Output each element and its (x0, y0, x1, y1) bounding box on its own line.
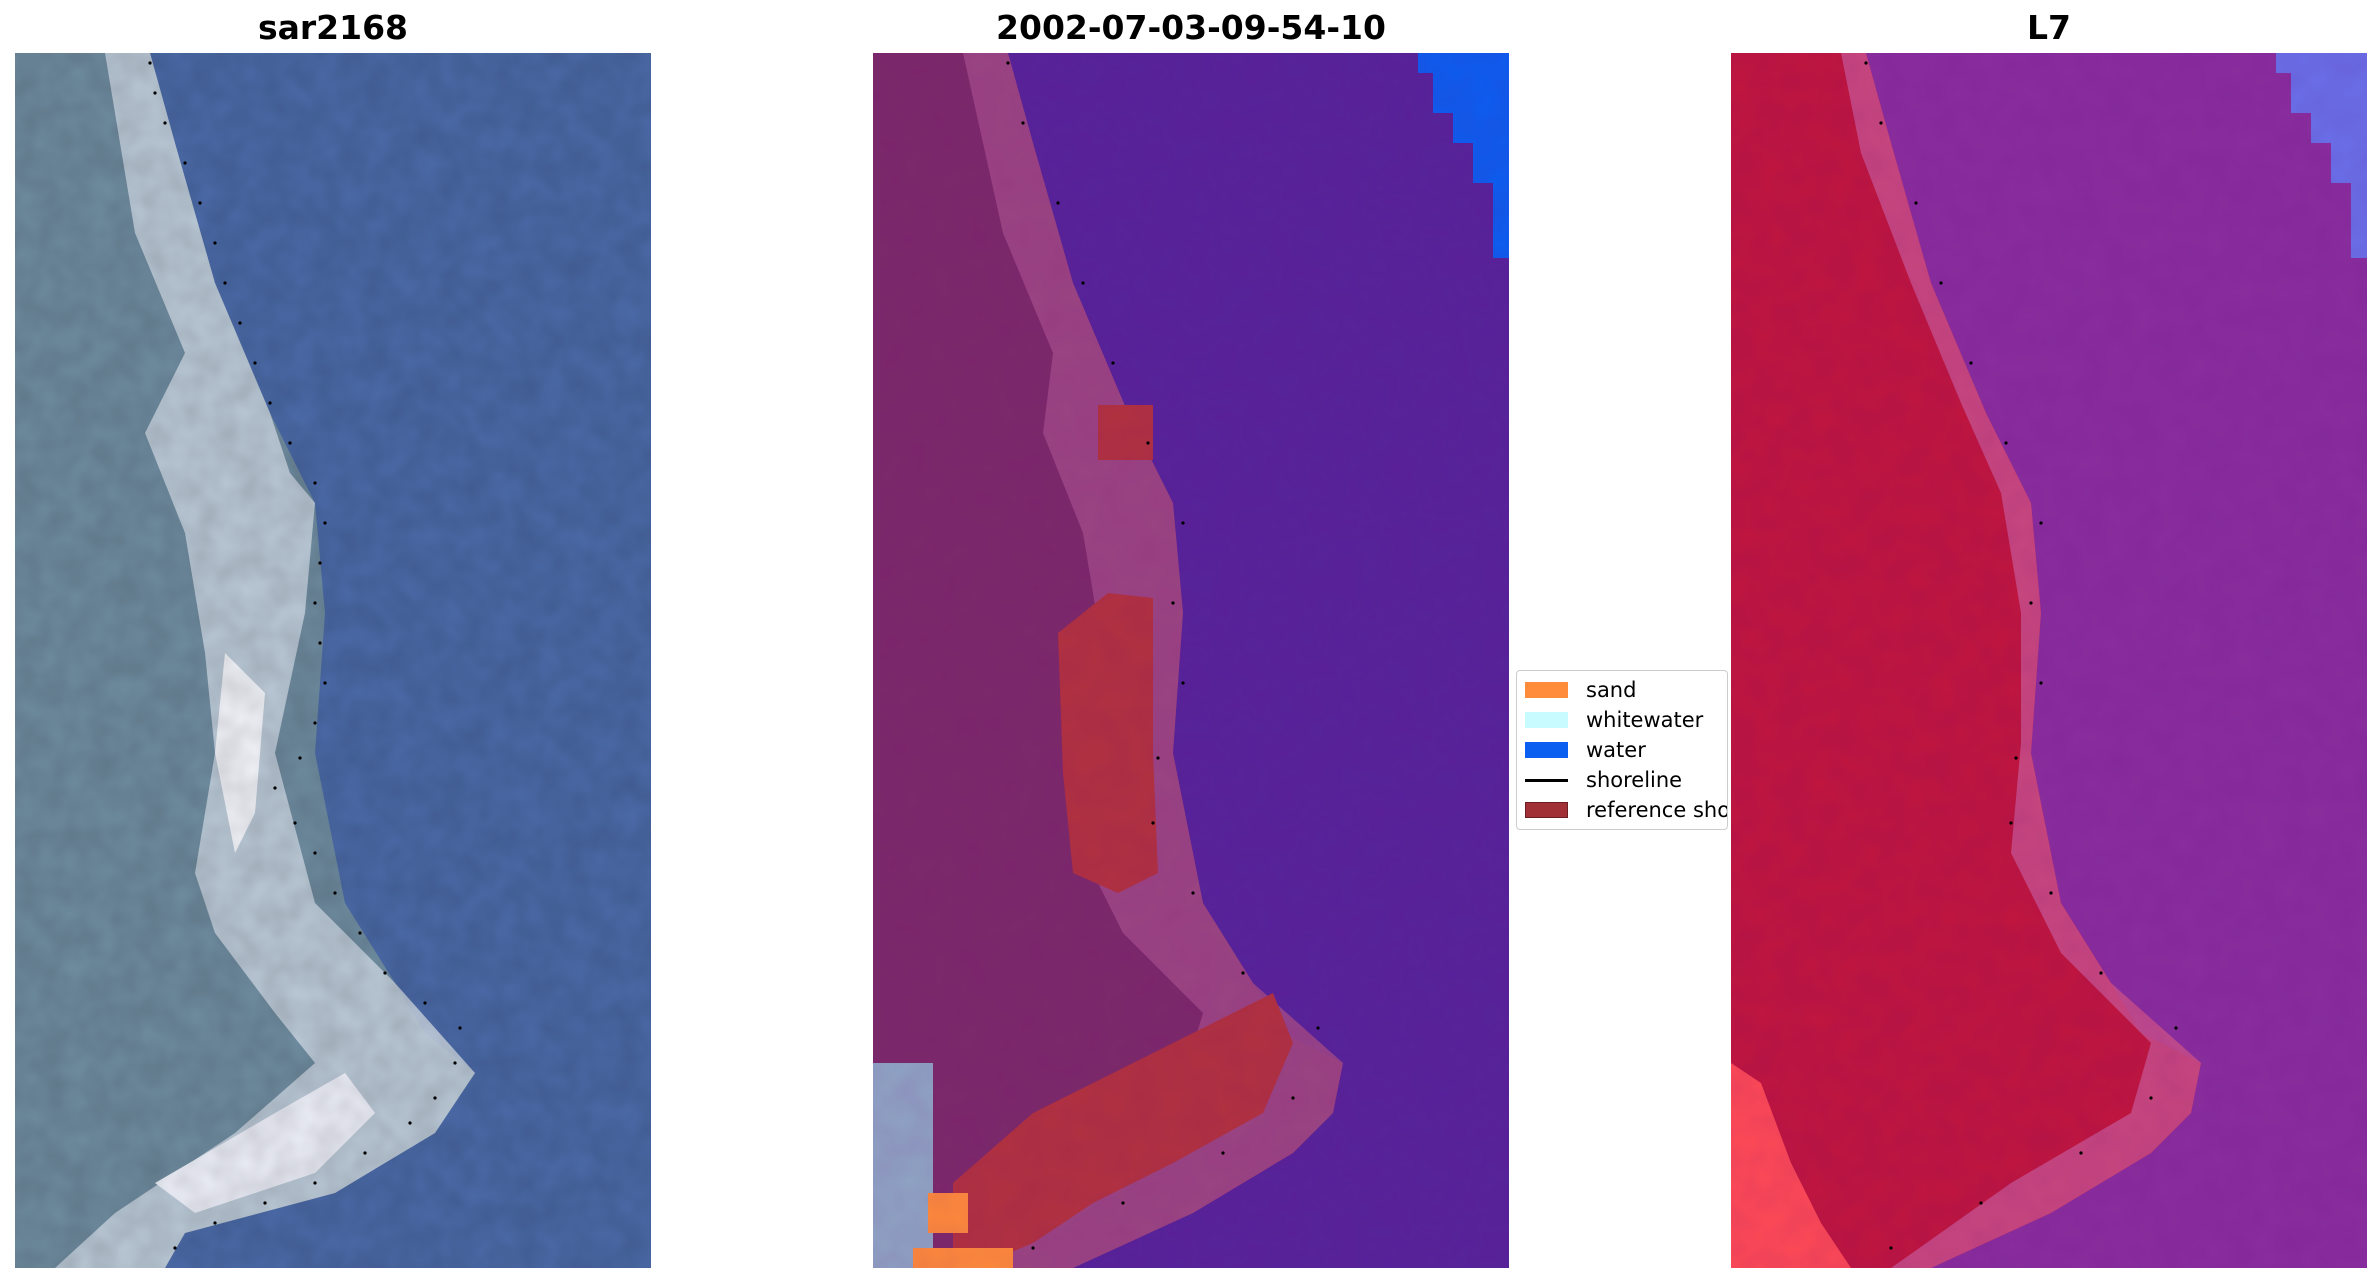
shoreline-line-swatch (1525, 778, 1568, 782)
legend-item-whitewater: whitewater (1525, 705, 1703, 735)
rgb-image (15, 53, 651, 1268)
rgb-image-panel (15, 53, 651, 1268)
legend-item-shoreline: shoreline (1525, 765, 1682, 795)
panel-title-false-color: L7 (2027, 8, 2071, 47)
legend: sand whitewater water shoreline referenc… (1516, 670, 1728, 830)
false-color-image-panel (1731, 53, 2367, 1268)
whitewater-swatch (1525, 712, 1568, 728)
legend-label-reference-shoreline: reference shoreline (1586, 798, 1727, 822)
shoreline-dots (148, 61, 462, 1250)
legend-item-water: water (1525, 735, 1646, 765)
legend-label-shoreline: shoreline (1586, 768, 1683, 792)
panel-title-classified: 2002-07-03-09-54-10 (996, 8, 1386, 47)
panel-title-rgb: sar2168 (257, 8, 409, 47)
reference-shoreline-swatch (1525, 802, 1568, 818)
shoreline-dots (1864, 61, 2178, 1250)
legend-label-water: water (1586, 738, 1646, 762)
legend-label-sand: sand (1586, 678, 1637, 702)
classified-image (873, 53, 1509, 1268)
sand-swatch (1525, 682, 1568, 698)
classified-image-panel (873, 53, 1509, 1268)
water-swatch (1525, 742, 1568, 758)
shoreline-dots (1006, 61, 1320, 1250)
false-color-image (1731, 53, 2367, 1268)
legend-label-whitewater: whitewater (1586, 708, 1704, 732)
legend-item-sand: sand (1525, 675, 1636, 705)
legend-item-reference-shoreline: reference shoreline (1525, 795, 1727, 825)
